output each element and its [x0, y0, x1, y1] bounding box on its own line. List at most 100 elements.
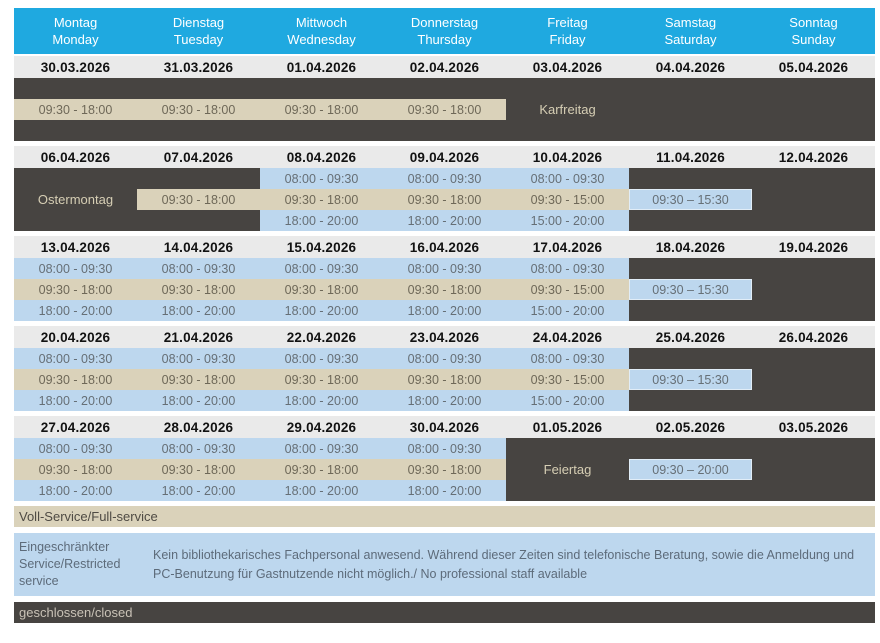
- time-slot: 18:00 - 20:00: [260, 210, 383, 231]
- date-cell: 15.04.2026: [286, 239, 357, 255]
- slot-cell-closed: [629, 390, 752, 411]
- slot-row: [14, 78, 875, 99]
- time-slot: 08:00 - 09:30: [383, 258, 506, 279]
- date-cell: 05.04.2026: [778, 59, 849, 75]
- holiday-label: Feiertag: [506, 459, 629, 480]
- weekday-header-wednesday: Mittwoch Wednesday: [260, 8, 383, 54]
- weekday-name-en: Friday: [549, 32, 586, 47]
- slot-row: 09:30 - 18:00 09:30 - 18:00 09:30 - 18:00 0…: [14, 369, 875, 390]
- slot-cell-closed: [629, 300, 752, 321]
- date-cell: 26.04.2026: [778, 329, 849, 345]
- date-cell: 02.04.2026: [409, 59, 480, 75]
- slot-row: 08:00 - 09:30 08:00 - 09:30 08:00 - 09:30: [14, 168, 875, 189]
- time-slot: 08:00 - 09:30: [383, 348, 506, 369]
- slot-cell-closed: [260, 120, 383, 141]
- time-slot: 09:30 - 18:00: [14, 369, 137, 390]
- time-slot: 08:00 - 09:30: [260, 348, 383, 369]
- date-cell: 23.04.2026: [409, 329, 480, 345]
- slot-cell-closed: [506, 78, 629, 99]
- date-row: 27.04.2026 28.04.2026 29.04.2026 30.04.2026…: [14, 416, 875, 438]
- time-slot: 08:00 - 09:30: [14, 258, 137, 279]
- weekday-header-friday: Freitag Friday: [506, 8, 629, 54]
- time-slot: 09:30 - 18:00: [260, 369, 383, 390]
- slot-cell-closed: [383, 78, 506, 99]
- time-slot: 15:00 - 20:00: [506, 300, 629, 321]
- date-cell: 03.04.2026: [532, 59, 603, 75]
- time-slot: 18:00 - 20:00: [383, 210, 506, 231]
- slot-cell-closed: [752, 258, 875, 279]
- date-cell: 21.04.2026: [163, 329, 234, 345]
- slot-cell-closed: [752, 459, 875, 480]
- time-slot: 18:00 - 20:00: [383, 390, 506, 411]
- time-slot: 08:00 - 09:30: [137, 438, 260, 459]
- slot-cell-closed: [752, 300, 875, 321]
- time-slot: 09:30 - 15:00: [506, 189, 629, 210]
- weekday-header-monday: Montag Monday: [14, 8, 137, 54]
- weekday-header-row: Montag Monday Dienstag Tuesday Mittwoch Wedne…: [14, 8, 875, 54]
- slot-row: 09:30 - 18:00 09:30 - 18:00 09:30 - 18:00 0…: [14, 279, 875, 300]
- time-slot: 09:30 – 15:30: [629, 369, 752, 390]
- slot-cell-closed: [752, 480, 875, 501]
- time-slot: 08:00 - 09:30: [383, 438, 506, 459]
- slot-cell-closed: [752, 189, 875, 210]
- slot-cell-closed: [752, 99, 875, 120]
- week-5: 27.04.2026 28.04.2026 29.04.2026 30.04.2026…: [14, 416, 875, 501]
- legend-full-service-label: Voll-Service/Full-service: [19, 509, 158, 524]
- slot-cell-closed: [14, 210, 137, 231]
- date-cell: 01.05.2026: [532, 419, 603, 435]
- week-3: 13.04.2026 14.04.2026 15.04.2026 16.04.2026…: [14, 236, 875, 321]
- slot-cell-closed: [629, 99, 752, 120]
- time-slot: 18:00 - 20:00: [260, 300, 383, 321]
- slot-cell-closed: [629, 210, 752, 231]
- time-slot: 18:00 - 20:00: [137, 480, 260, 501]
- time-slot: 08:00 - 09:30: [383, 168, 506, 189]
- date-cell: 24.04.2026: [532, 329, 603, 345]
- date-cell: 09.04.2026: [409, 149, 480, 165]
- legend-restricted-note: Kein bibliothekarisches Fachpersonal anw…: [153, 547, 855, 581]
- legend-restricted-label: Eingeschränkter Service/Restricted servi…: [19, 540, 121, 588]
- date-cell: 28.04.2026: [163, 419, 234, 435]
- week-4: 20.04.2026 21.04.2026 22.04.2026 23.04.2026…: [14, 326, 875, 411]
- slot-cell-closed: [506, 120, 629, 141]
- time-slot: 08:00 - 09:30: [506, 348, 629, 369]
- time-slot: 09:30 - 18:00: [137, 459, 260, 480]
- date-cell: 29.04.2026: [286, 419, 357, 435]
- time-slot: 18:00 - 20:00: [14, 390, 137, 411]
- slot-row: Ostermontag 09:30 - 18:00 09:30 - 18:00 09:…: [14, 189, 875, 210]
- slot-cell-closed: [752, 348, 875, 369]
- date-row: 06.04.2026 07.04.2026 08.04.2026 09.04.2026…: [14, 146, 875, 168]
- slot-cell-closed: [137, 168, 260, 189]
- date-row: 13.04.2026 14.04.2026 15.04.2026 16.04.2026…: [14, 236, 875, 258]
- date-cell: 12.04.2026: [778, 149, 849, 165]
- time-slot: 18:00 - 20:00: [137, 300, 260, 321]
- slot-row: 09:30 - 18:00 09:30 - 18:00 09:30 - 18:00 0…: [14, 459, 875, 480]
- date-cell: 30.04.2026: [409, 419, 480, 435]
- date-cell: 25.04.2026: [655, 329, 726, 345]
- time-slot: 09:30 – 15:30: [629, 189, 752, 210]
- time-slot: 18:00 - 20:00: [14, 480, 137, 501]
- weekday-name-en: Monday: [52, 32, 99, 47]
- weekday-name-de: Dienstag: [172, 15, 225, 30]
- slot-row: 18:00 - 20:00 18:00 - 20:00 18:00 - 20:00 1…: [14, 300, 875, 321]
- time-slot: 08:00 - 09:30: [137, 258, 260, 279]
- opening-hours-calendar: Montag Monday Dienstag Tuesday Mittwoch Wedne…: [14, 8, 875, 623]
- date-cell: 03.05.2026: [778, 419, 849, 435]
- slot-row: 08:00 - 09:30 08:00 - 09:30 08:00 - 09:30 0…: [14, 438, 875, 459]
- legend-restricted-service: Eingeschränkter Service/Restricted servi…: [14, 533, 875, 596]
- week-1: 30.03.2026 31.03.2026 01.04.2026 02.04.2026…: [14, 56, 875, 141]
- legend-full-service: Voll-Service/Full-service: [14, 506, 875, 527]
- slot-cell-closed: [629, 438, 752, 459]
- date-cell: 10.04.2026: [532, 149, 603, 165]
- date-row: 30.03.2026 31.03.2026 01.04.2026 02.04.2026…: [14, 56, 875, 78]
- time-slot: 18:00 - 20:00: [260, 480, 383, 501]
- date-cell: 11.04.2026: [656, 149, 725, 165]
- slot-row: 08:00 - 09:30 08:00 - 09:30 08:00 - 09:30 0…: [14, 348, 875, 369]
- time-slot: 18:00 - 20:00: [137, 390, 260, 411]
- time-slot: 08:00 - 09:30: [506, 258, 629, 279]
- slot-row: 18:00 - 20:00 18:00 - 20:00 18:00 - 20:00 1…: [14, 480, 875, 501]
- slot-cell-closed: [629, 78, 752, 99]
- time-slot: 08:00 - 09:30: [260, 438, 383, 459]
- slot-cell-closed: [752, 438, 875, 459]
- slot-cell-closed: [629, 168, 752, 189]
- time-slot: 09:30 - 18:00: [14, 279, 137, 300]
